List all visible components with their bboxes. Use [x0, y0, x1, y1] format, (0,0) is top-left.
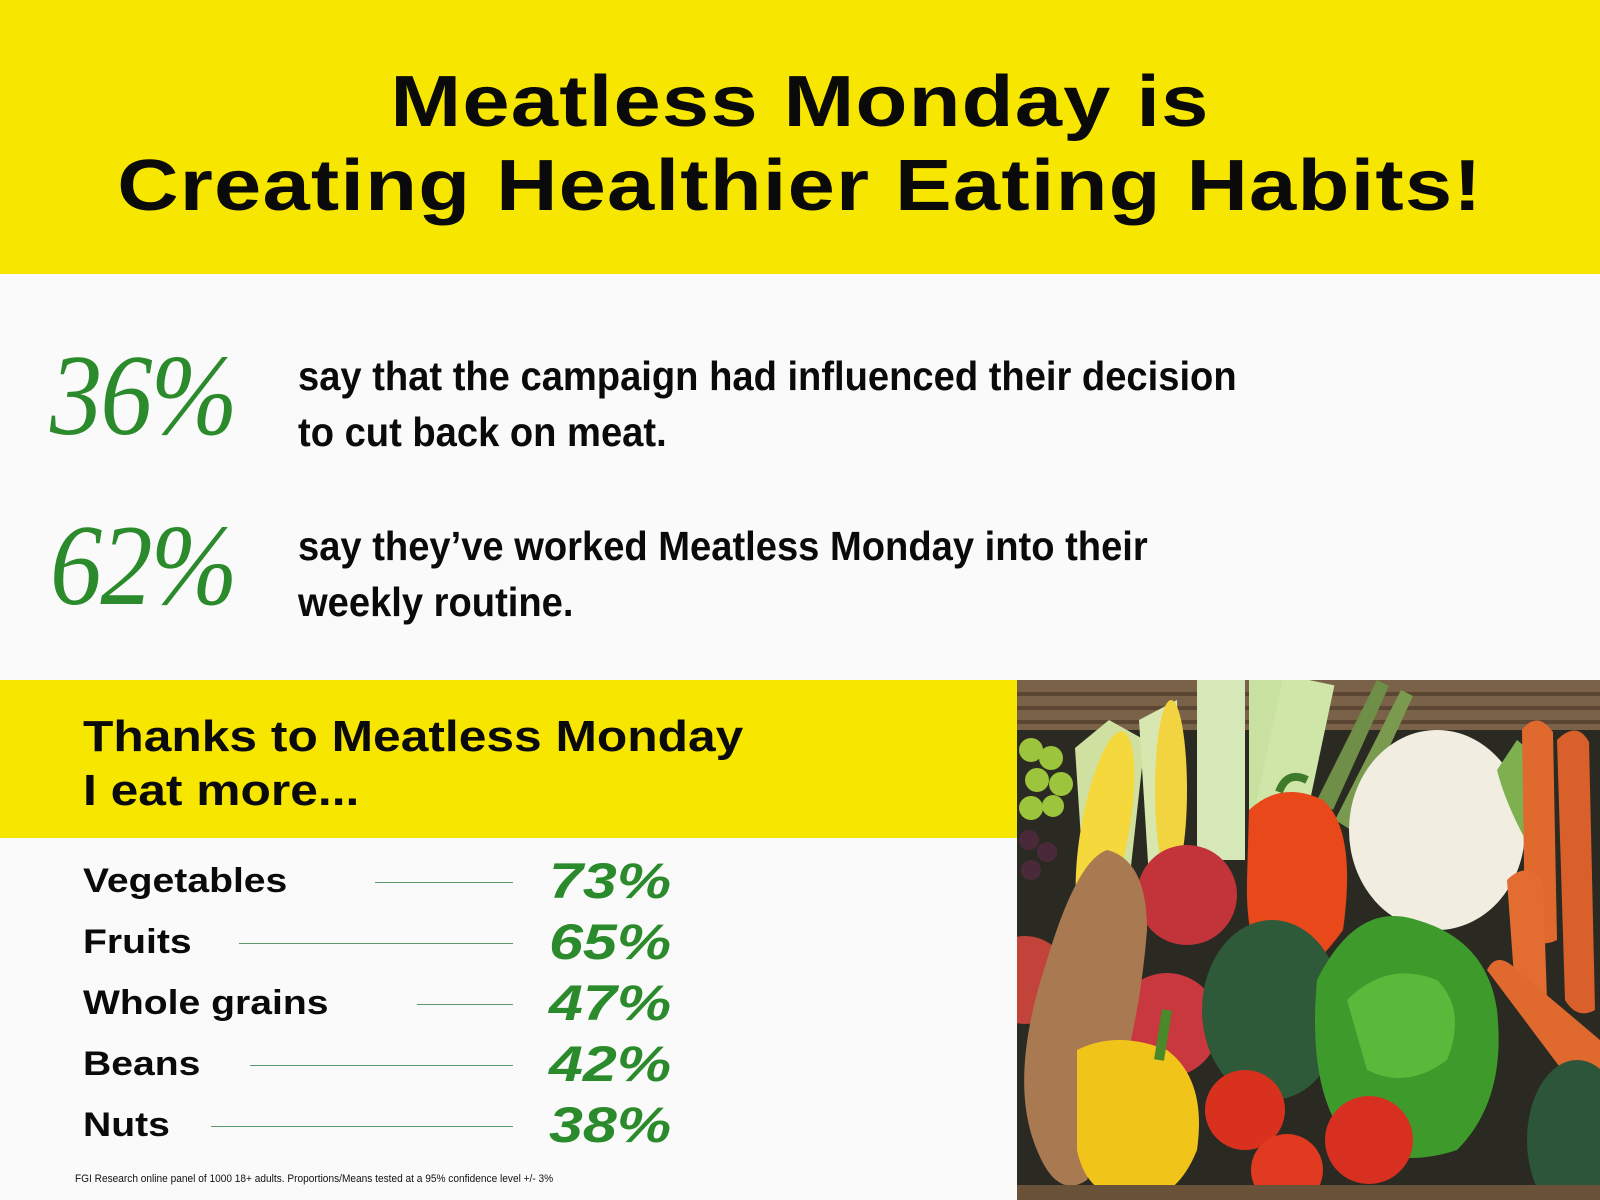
- stat-block-weekly-routine: 62% say they’ve worked Meatless Monday i…: [50, 508, 1550, 628]
- title-line-1: Meatless Monday is: [390, 62, 1210, 142]
- leader-line: [239, 943, 513, 944]
- list-item-label: Fruits: [83, 922, 192, 961]
- leader-line: [250, 1065, 513, 1066]
- list-item: Vegetables 73%: [83, 850, 683, 911]
- list-item: Nuts 38%: [83, 1094, 683, 1155]
- vegetable-basket-image: [1017, 680, 1600, 1200]
- page-title: Meatless Monday is Creating Healthier Ea…: [0, 60, 1600, 228]
- title-line-2: Creating Healthier Eating Habits!: [117, 146, 1483, 226]
- list-item: Beans 42%: [83, 1033, 683, 1094]
- food-list: Vegetables 73% Fruits 65% Whole grains 4…: [83, 850, 683, 1155]
- list-item-label: Vegetables: [83, 861, 288, 900]
- stat-description: say they’ve worked Meatless Monday into …: [298, 523, 1148, 625]
- list-item-value: 47%: [548, 975, 671, 1031]
- stat-description: say that the campaign had influenced the…: [298, 353, 1237, 455]
- list-item-label: Nuts: [83, 1105, 170, 1144]
- leader-line: [211, 1126, 513, 1127]
- list-item-label: Beans: [83, 1044, 201, 1083]
- list-item-value: 38%: [548, 1097, 671, 1153]
- list-item-label: Whole grains: [83, 983, 329, 1022]
- leader-line: [375, 882, 513, 883]
- stat-block-campaign-influence: 36% say that the campaign had influenced…: [50, 338, 1550, 458]
- list-item-value: 42%: [548, 1036, 671, 1092]
- leader-line: [417, 1004, 513, 1005]
- footnote: FGI Research online panel of 1000 18+ ad…: [75, 1173, 554, 1185]
- list-item: Fruits 65%: [83, 911, 683, 972]
- section-title: Thanks to Meatless Monday I eat more...: [83, 712, 744, 815]
- header-banner: Meatless Monday is Creating Healthier Ea…: [0, 0, 1600, 274]
- vegetables-photo: [1017, 680, 1600, 1200]
- stat-value: 36%: [50, 332, 238, 460]
- stat-value: 62%: [50, 502, 238, 630]
- list-item-value: 73%: [548, 853, 671, 909]
- section-banner: [0, 680, 1017, 838]
- list-item-value: 65%: [548, 914, 671, 970]
- list-item: Whole grains 47%: [83, 972, 683, 1033]
